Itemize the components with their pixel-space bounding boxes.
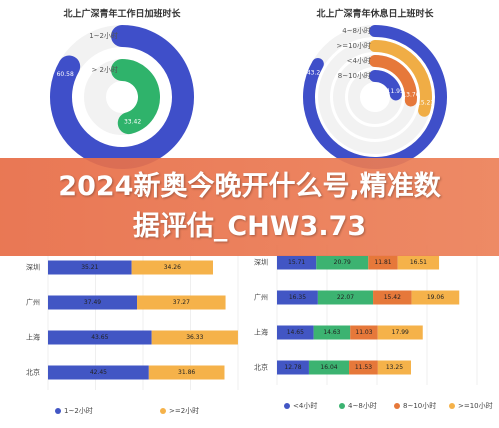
bar-segment	[148, 365, 225, 380]
bar-segment	[377, 360, 411, 375]
bar-segment	[277, 255, 317, 270]
bar-segment	[277, 325, 314, 340]
bar-segment	[48, 365, 149, 380]
value-label: 16.51	[410, 259, 427, 266]
bar-segment	[350, 325, 378, 340]
category-label: 1~2小时	[89, 31, 118, 40]
value-label: 35.21	[81, 264, 98, 271]
bar-segment	[48, 330, 152, 345]
legend-swatch	[449, 403, 455, 409]
value-label: 34.26	[164, 264, 181, 271]
ring-bar	[303, 25, 447, 169]
bar-segment	[277, 290, 318, 305]
bar-segment	[308, 360, 350, 375]
legend-label: <4小时	[293, 401, 317, 410]
banner-line: 2024新奥今晚开什么号,精准数	[58, 171, 441, 202]
y-tick-label: 上海	[254, 328, 268, 337]
category-label: <4小时	[347, 56, 371, 65]
legend-label: 4~8小时	[348, 401, 377, 410]
value-label: 11.53	[355, 364, 372, 371]
legend-label: 8~10小时	[403, 401, 436, 410]
banner: 2024新奥今晚开什么号,精准数 据评估_CHW3.73	[0, 158, 499, 256]
value-label: 22.07	[337, 294, 354, 301]
bar-segment	[377, 325, 423, 340]
legend-label: 1~2小时	[64, 406, 93, 415]
y-tick-label: 广州	[254, 293, 268, 302]
y-tick-label: 北京	[254, 363, 268, 372]
value-label: 14.65	[287, 329, 304, 336]
value-label: 31.86	[178, 369, 195, 376]
ring-bar	[369, 40, 432, 117]
value-label: 43.2	[307, 69, 321, 76]
chart-title: 北上广深青年休息日上班时长	[316, 8, 434, 20]
legend-swatch	[339, 403, 345, 409]
y-tick-label: 深圳	[254, 258, 268, 267]
legend-label: >=2小时	[169, 406, 199, 415]
ring-bar	[111, 59, 160, 135]
value-label: 43.65	[91, 334, 108, 341]
category-label: 8~10小时	[338, 71, 371, 80]
value-label: 12.78	[284, 364, 301, 371]
category-label: 4~8小时	[342, 26, 371, 35]
value-label: 36.33	[186, 334, 203, 341]
bar-segment	[137, 295, 226, 310]
legend-label: >=10小时	[458, 401, 493, 410]
value-label: 60.58	[57, 71, 74, 78]
value-label: 42.45	[90, 369, 107, 376]
y-tick-label: 上海	[26, 333, 40, 342]
bar-segment	[151, 330, 238, 345]
bar-segment	[277, 360, 309, 375]
value-label: 37.49	[84, 299, 101, 306]
value-label: 11.81	[374, 259, 391, 266]
value-label: 33.42	[124, 118, 141, 125]
legend-swatch	[284, 403, 290, 409]
bar-segment	[48, 295, 138, 310]
legend-swatch	[160, 408, 166, 414]
y-tick-label: 北京	[26, 368, 40, 377]
banner-line: 据评估_CHW3.73	[132, 211, 367, 242]
category-label: >=10小时	[336, 41, 371, 50]
ring-bar	[369, 70, 402, 101]
bar-segment	[313, 325, 351, 340]
legend-swatch	[394, 403, 400, 409]
chart-title: 北上广深青年工作日加班时长	[63, 8, 181, 20]
value-label: 14.63	[323, 329, 340, 336]
bar-segment	[349, 360, 378, 375]
value-label: 37.27	[173, 299, 190, 306]
bar-segment	[411, 290, 460, 305]
bar-segment	[131, 260, 213, 275]
value-label: 15.42	[384, 294, 401, 301]
bar-segment	[397, 255, 440, 270]
value-label: 16.35	[289, 294, 306, 301]
value-label: 17.99	[392, 329, 409, 336]
value-label: 15.71	[288, 259, 305, 266]
value-label: 13.25	[386, 364, 403, 371]
value-label: 16.04	[320, 364, 337, 371]
value-label: 11.95	[387, 88, 404, 95]
y-tick-label: 广州	[26, 298, 40, 307]
bar-segment	[373, 290, 412, 305]
y-tick-label: 深圳	[26, 263, 40, 272]
legend-swatch	[55, 408, 61, 414]
bar-segment	[368, 255, 398, 270]
value-label: 19.06	[427, 294, 444, 301]
bar-segment	[48, 260, 132, 275]
ring-bar	[369, 55, 417, 107]
value-label: 15.21	[417, 100, 434, 107]
ring-bar	[50, 25, 194, 169]
value-label: 20.79	[334, 259, 351, 266]
value-label: 13.76	[402, 92, 419, 99]
category-label: > 2小时	[91, 65, 118, 74]
bar-segment	[316, 255, 369, 270]
bar-segment	[317, 290, 374, 305]
value-label: 11.03	[355, 329, 372, 336]
